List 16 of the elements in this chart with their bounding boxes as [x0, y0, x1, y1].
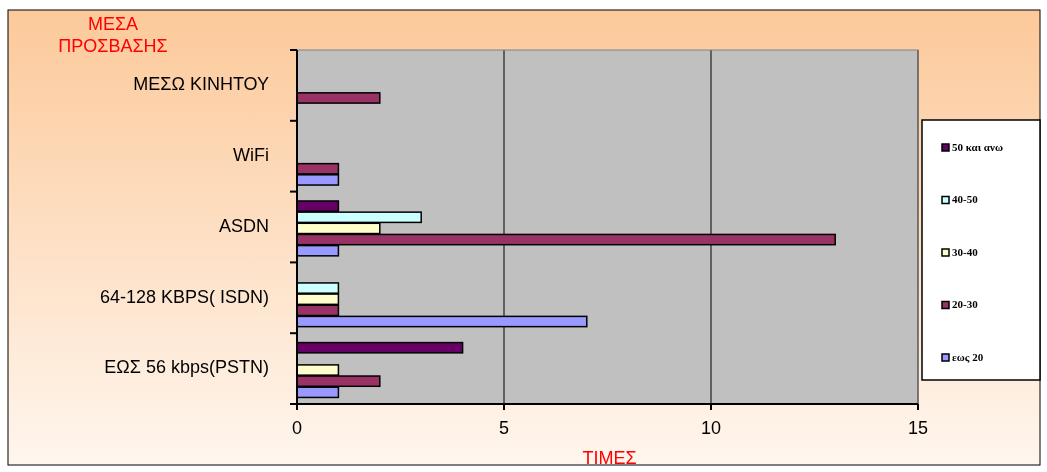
y-tick-label: ΕΩΣ 56 kbps(PSTN)	[104, 357, 269, 378]
y-tick-label: 64-128 KBPS( ISDN)	[99, 286, 269, 307]
y-tick-label: ΜΕΣΩ ΚΙΝΗΤΟΥ	[133, 74, 269, 95]
y-axis-title: ΜΕΣΑ ΠΡΟΣΒΑΣΗΣ	[58, 14, 168, 56]
x-axis-title: ΤΙΜΕΣ	[582, 448, 637, 468]
legend-label: 50 και ανω	[952, 140, 1003, 153]
legend-label: 20-30	[952, 298, 979, 311]
x-tick-label: 5	[498, 418, 510, 438]
legend-label: 30-40	[952, 245, 979, 258]
legend-label: εως 20	[952, 350, 984, 364]
x-tick-label: 15	[907, 418, 929, 438]
x-tick-label: 0	[291, 418, 303, 438]
legend-label: 40-50	[952, 193, 979, 206]
y-tick-label: ASDN	[218, 215, 269, 236]
x-tick-label: 10	[700, 418, 722, 438]
y-tick-label: WiFi	[233, 144, 269, 165]
